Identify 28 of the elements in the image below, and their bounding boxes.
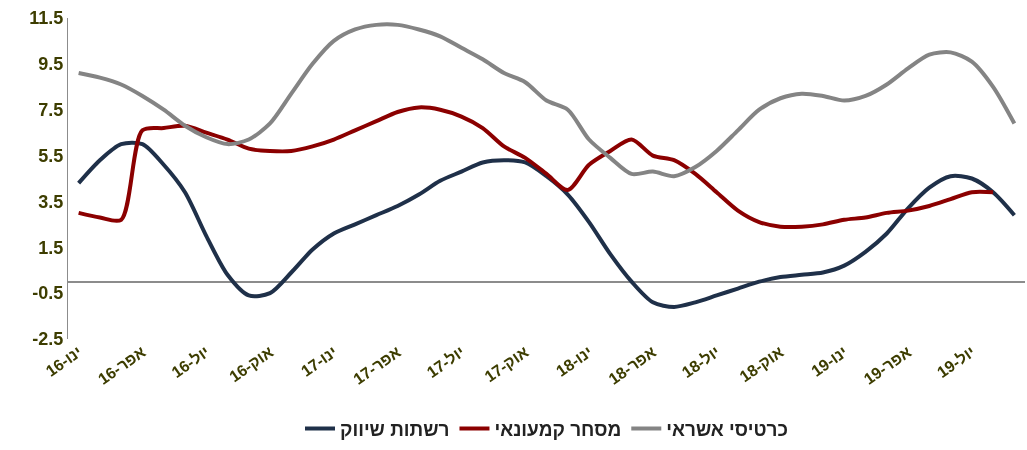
legend-label: רשתות שיווק <box>340 418 450 440</box>
y-tick-label: 5.5 <box>38 145 64 166</box>
x-tick-label: אפר-17 <box>350 343 405 388</box>
x-tick-label: אפר-18 <box>605 343 660 388</box>
x-tick-label: אפר-16 <box>95 343 149 388</box>
y-tick-label: 11.5 <box>29 8 64 29</box>
y-tick-label: -2.5 <box>32 329 64 350</box>
y-tick-label: 3.5 <box>38 191 64 212</box>
x-tick-label: ינו-17 <box>297 343 341 380</box>
legend-label: כרטיסי אשראי <box>666 418 788 440</box>
y-tick-label: -0.5 <box>32 283 64 304</box>
x-tick-label: יול-19 <box>934 343 979 382</box>
x-tick-label: ינו-18 <box>553 343 596 380</box>
x-tick-label: אוק-17 <box>481 343 532 386</box>
x-tick-label: אוק-16 <box>226 343 277 386</box>
x-tick-label: ינו-19 <box>808 343 851 380</box>
line-series <box>76 105 996 229</box>
y-tick-label: 7.5 <box>38 100 64 121</box>
legend-label: מסחר קמעונאי <box>494 418 622 440</box>
y-tick-label: 9.5 <box>38 54 64 75</box>
x-tick-label: יול-17 <box>423 343 468 382</box>
y-tick-label: 1.5 <box>38 237 64 258</box>
x-tick-label: אוק-18 <box>736 343 787 386</box>
x-tick-label: אפר-19 <box>860 343 915 388</box>
line-series <box>76 22 1017 179</box>
line-series <box>76 141 1017 309</box>
x-tick-label: יול-18 <box>678 343 723 382</box>
x-tick-label: יול-16 <box>168 343 213 382</box>
